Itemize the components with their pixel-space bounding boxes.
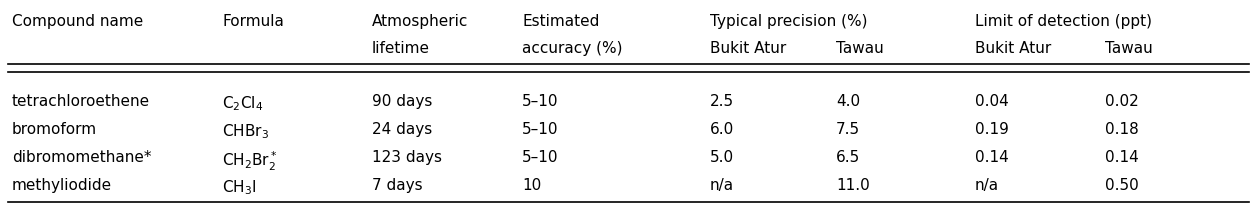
Text: Typical precision (%): Typical precision (%) bbox=[710, 14, 867, 29]
Text: Tawau: Tawau bbox=[836, 41, 884, 56]
Text: 6.0: 6.0 bbox=[710, 122, 734, 137]
Text: 90 days: 90 days bbox=[372, 94, 432, 109]
Text: tetrachloroethene: tetrachloroethene bbox=[13, 94, 150, 109]
Text: 6.5: 6.5 bbox=[836, 150, 860, 165]
Text: 0.04: 0.04 bbox=[975, 94, 1009, 109]
Text: lifetime: lifetime bbox=[372, 41, 430, 56]
Text: CH$_3$I: CH$_3$I bbox=[222, 178, 256, 197]
Text: 10: 10 bbox=[522, 178, 542, 193]
Text: 0.50: 0.50 bbox=[1105, 178, 1139, 193]
Text: 7.5: 7.5 bbox=[836, 122, 860, 137]
Text: bromoform: bromoform bbox=[13, 122, 97, 137]
Text: 11.0: 11.0 bbox=[836, 178, 870, 193]
Text: accuracy (%): accuracy (%) bbox=[522, 41, 622, 56]
Text: 0.18: 0.18 bbox=[1105, 122, 1139, 137]
Text: Estimated: Estimated bbox=[522, 14, 600, 29]
Text: methyliodide: methyliodide bbox=[13, 178, 112, 193]
Text: 0.02: 0.02 bbox=[1105, 94, 1139, 109]
Text: C$_2$Cl$_4$: C$_2$Cl$_4$ bbox=[222, 94, 263, 113]
Text: CHBr$_3$: CHBr$_3$ bbox=[222, 122, 269, 141]
Text: dibromomethane*: dibromomethane* bbox=[13, 150, 152, 165]
Text: 2.5: 2.5 bbox=[710, 94, 734, 109]
Text: Bukit Atur: Bukit Atur bbox=[710, 41, 786, 56]
Text: CH$_2$Br$_2^*$: CH$_2$Br$_2^*$ bbox=[222, 150, 278, 173]
Text: 5–10: 5–10 bbox=[522, 122, 558, 137]
Text: 0.14: 0.14 bbox=[1105, 150, 1139, 165]
Text: Formula: Formula bbox=[222, 14, 284, 29]
Text: 5.0: 5.0 bbox=[710, 150, 734, 165]
Text: Limit of detection (ppt): Limit of detection (ppt) bbox=[975, 14, 1151, 29]
Text: 0.14: 0.14 bbox=[975, 150, 1009, 165]
Text: Atmospheric: Atmospheric bbox=[372, 14, 469, 29]
Text: 123 days: 123 days bbox=[372, 150, 442, 165]
Text: 24 days: 24 days bbox=[372, 122, 432, 137]
Text: n/a: n/a bbox=[975, 178, 999, 193]
Text: 0.19: 0.19 bbox=[975, 122, 1009, 137]
Text: Bukit Atur: Bukit Atur bbox=[975, 41, 1051, 56]
Text: 7 days: 7 days bbox=[372, 178, 422, 193]
Text: n/a: n/a bbox=[710, 178, 734, 193]
Text: Compound name: Compound name bbox=[13, 14, 143, 29]
Text: Tawau: Tawau bbox=[1105, 41, 1153, 56]
Text: 5–10: 5–10 bbox=[522, 94, 558, 109]
Text: 4.0: 4.0 bbox=[836, 94, 860, 109]
Text: 5–10: 5–10 bbox=[522, 150, 558, 165]
